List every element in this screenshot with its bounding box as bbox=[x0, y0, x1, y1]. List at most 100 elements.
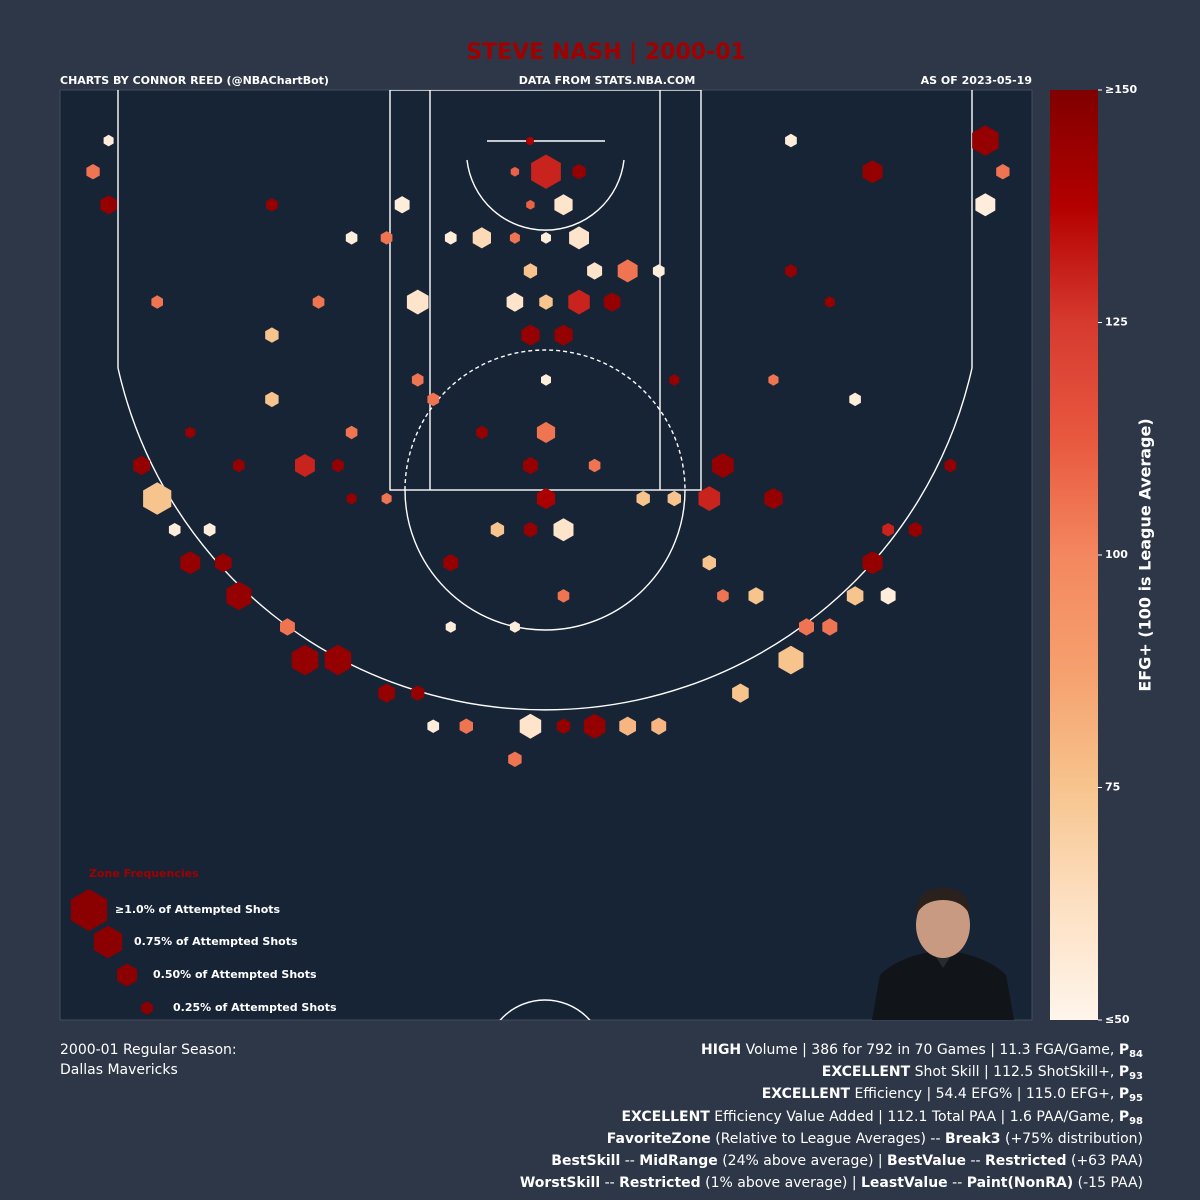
legend-label: 0.75% of Attempted Shots bbox=[134, 935, 298, 948]
credit: AS OF 2023-05-19 bbox=[921, 74, 1032, 87]
hex bbox=[523, 522, 538, 538]
credit: DATA FROM STATS.NBA.COM bbox=[519, 74, 696, 87]
hex bbox=[846, 586, 864, 606]
hex bbox=[510, 166, 520, 177]
hex bbox=[536, 421, 556, 443]
hex bbox=[215, 553, 232, 573]
hex bbox=[324, 644, 352, 676]
hex bbox=[748, 587, 764, 605]
summary-segment: 93 bbox=[1129, 1071, 1143, 1083]
hex bbox=[526, 199, 535, 210]
hex bbox=[280, 618, 295, 636]
hex bbox=[180, 551, 201, 575]
hex bbox=[266, 198, 278, 212]
summary-segment: Restricted bbox=[985, 1153, 1067, 1169]
hex bbox=[667, 490, 681, 507]
colorbar-label: EFG+ (100 is League Average) bbox=[1136, 418, 1155, 691]
summary-segment: P bbox=[1118, 1064, 1130, 1081]
hex bbox=[908, 522, 922, 538]
summary-segment: P bbox=[1118, 1042, 1130, 1058]
colorbar-tick-label: 125 bbox=[1105, 316, 1128, 329]
hex bbox=[521, 324, 540, 346]
summary-segment: LeastValue bbox=[861, 1175, 948, 1192]
summary-right-line: EXCELLENT Shot Skill | 112.5 ShotSkill+,… bbox=[822, 1061, 1143, 1088]
hex bbox=[702, 555, 716, 571]
court-lines bbox=[117, 90, 973, 1020]
hex bbox=[822, 618, 838, 636]
summary-right-line: HIGH Volume | 386 for 792 in 70 Games | … bbox=[701, 1039, 1143, 1066]
summary-segment: Efficiency Value Added | 112.1 Total PAA… bbox=[709, 1108, 1119, 1125]
hex bbox=[394, 196, 410, 214]
hex bbox=[588, 458, 601, 473]
summary-segment: MidRange bbox=[639, 1153, 718, 1169]
hex bbox=[554, 194, 573, 216]
hex bbox=[862, 551, 883, 575]
hex bbox=[712, 453, 734, 478]
hex bbox=[785, 264, 797, 278]
hex bbox=[346, 492, 357, 505]
hex bbox=[556, 718, 571, 734]
summary-segment: -- bbox=[966, 1153, 986, 1169]
colorbar-tick-label: 75 bbox=[1105, 781, 1120, 794]
hex bbox=[569, 226, 589, 250]
hex bbox=[539, 294, 553, 310]
hex bbox=[151, 295, 163, 309]
summary-segment: (+75% distribution) bbox=[1000, 1130, 1143, 1147]
hex bbox=[345, 425, 358, 440]
legend-title: Zone Frequencies bbox=[89, 867, 199, 880]
hex bbox=[531, 154, 561, 189]
hex bbox=[975, 193, 996, 217]
summary-segment: -- bbox=[620, 1153, 640, 1169]
hex bbox=[427, 719, 440, 733]
hex bbox=[553, 518, 574, 542]
summary-right-line: EXCELLENT Efficiency Value Added | 112.1… bbox=[621, 1106, 1143, 1133]
summary-left-line: 2000-01 Regular Season: bbox=[60, 1042, 237, 1058]
summary-segment: (Relative to League Averages) -- bbox=[710, 1130, 945, 1147]
summary-segment: WorstSkill bbox=[519, 1175, 601, 1192]
hex bbox=[411, 685, 425, 701]
hex bbox=[226, 581, 252, 611]
hex bbox=[882, 523, 894, 537]
hex bbox=[603, 292, 621, 312]
legend-label: 0.25% of Attempted Shots bbox=[173, 1001, 337, 1014]
legend-label: ≥1.0% of Attempted Shots bbox=[115, 903, 281, 916]
legend-label: 0.50% of Attempted Shots bbox=[153, 968, 317, 981]
summary-segment: -- bbox=[947, 1175, 967, 1192]
hex bbox=[785, 133, 797, 148]
summary-segment: BestValue bbox=[887, 1153, 966, 1169]
hex bbox=[86, 164, 100, 180]
summary-segment: 84 bbox=[1129, 1049, 1143, 1060]
hex bbox=[523, 263, 538, 279]
hex bbox=[265, 391, 279, 408]
hex bbox=[880, 587, 896, 605]
hex bbox=[476, 425, 488, 440]
hex bbox=[312, 295, 325, 309]
summary-segment: Shot Skill | 112.5 ShotSkill+, bbox=[910, 1064, 1119, 1081]
hex bbox=[778, 645, 804, 675]
summary-segment: -- bbox=[600, 1175, 620, 1192]
summary-segment: 98 bbox=[1129, 1115, 1143, 1127]
summary-segment: Paint(NonRA) bbox=[966, 1175, 1074, 1192]
hex-layer bbox=[86, 125, 1010, 767]
hex bbox=[972, 125, 999, 156]
hex bbox=[168, 523, 181, 537]
hex bbox=[523, 456, 538, 475]
summary-right-line: BestSkill -- MidRange (24% above average… bbox=[551, 1150, 1143, 1172]
hex bbox=[445, 621, 456, 633]
summary-segment: Break3 bbox=[944, 1130, 1001, 1147]
summary-segment: FavoriteZone bbox=[606, 1130, 711, 1147]
hex bbox=[133, 455, 150, 476]
hex bbox=[554, 324, 573, 346]
hex bbox=[345, 231, 358, 245]
hex bbox=[443, 554, 459, 572]
hex bbox=[332, 458, 344, 473]
hex bbox=[291, 644, 319, 676]
hex bbox=[617, 259, 638, 283]
hex bbox=[849, 392, 861, 407]
hex bbox=[100, 195, 117, 215]
colorbar-tick-label: 100 bbox=[1105, 548, 1128, 561]
hex bbox=[862, 160, 883, 184]
summary-left-line: Dallas Mavericks bbox=[60, 1062, 178, 1078]
